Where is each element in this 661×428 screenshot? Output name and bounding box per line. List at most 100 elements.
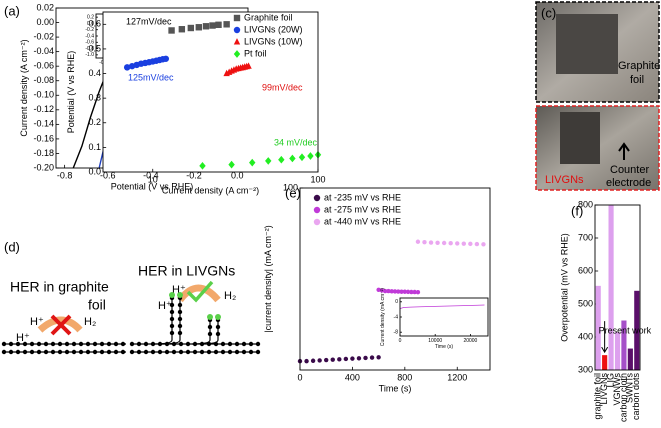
atom bbox=[92, 349, 98, 355]
atom bbox=[215, 331, 221, 337]
atom bbox=[50, 341, 56, 347]
point bbox=[168, 27, 175, 34]
atom bbox=[169, 323, 175, 329]
x-tick-label: 20000 bbox=[463, 338, 477, 344]
atom bbox=[192, 349, 198, 355]
legend-swatch bbox=[313, 218, 321, 226]
y-tick-label: 300 bbox=[578, 364, 593, 374]
y-tick-label: -0.20 bbox=[33, 162, 54, 172]
edge-sheet bbox=[199, 320, 219, 345]
atom bbox=[169, 309, 175, 315]
atom bbox=[207, 331, 213, 337]
point bbox=[396, 289, 401, 294]
panel-label: (d) bbox=[4, 239, 20, 254]
y-tick-label: -8 bbox=[394, 330, 399, 336]
atom bbox=[99, 349, 105, 355]
species-label: H₂ bbox=[84, 316, 96, 328]
edge-site bbox=[207, 314, 213, 320]
photo-label: electrode bbox=[606, 177, 651, 189]
photo-label: Counter bbox=[610, 164, 649, 176]
point bbox=[317, 358, 322, 363]
legend-swatch bbox=[313, 194, 321, 202]
bar bbox=[614, 332, 621, 370]
y-tick-label: 400 bbox=[578, 331, 593, 341]
atom bbox=[64, 341, 70, 347]
atom bbox=[177, 309, 183, 315]
legend-label: LIVGNs (20W) bbox=[244, 24, 303, 34]
legend-label: at -235 mV vs RHE bbox=[324, 192, 401, 202]
y-tick-label: -0.04 bbox=[33, 46, 54, 56]
series-line bbox=[399, 304, 485, 310]
atom bbox=[50, 349, 56, 355]
graphene-layers bbox=[1, 292, 261, 355]
atom bbox=[71, 341, 77, 347]
atom bbox=[129, 341, 135, 347]
point bbox=[428, 240, 434, 245]
diagram-title: HER in LIVGNs bbox=[138, 263, 235, 279]
axes-frame bbox=[399, 297, 489, 337]
point bbox=[441, 240, 447, 246]
legend-label: at -275 mV vs RHE bbox=[324, 204, 401, 214]
atom bbox=[57, 341, 63, 347]
atom bbox=[29, 349, 35, 355]
point bbox=[223, 21, 230, 28]
y-tick-label: -0.6 bbox=[85, 40, 94, 46]
point bbox=[123, 64, 131, 71]
legend-swatch bbox=[233, 38, 241, 45]
atom bbox=[22, 341, 28, 347]
point bbox=[363, 355, 368, 361]
atom bbox=[106, 349, 112, 355]
legend-swatch bbox=[233, 14, 241, 22]
panel-label: (c) bbox=[541, 5, 556, 20]
legend-label: Graphite foil bbox=[244, 12, 293, 22]
y-axis-label: Current density (mA cm⁻²) bbox=[380, 288, 386, 347]
atom bbox=[78, 349, 84, 355]
point bbox=[376, 355, 381, 360]
x-tick-label: 10 bbox=[148, 174, 158, 184]
point bbox=[265, 157, 272, 165]
atom bbox=[248, 349, 254, 355]
x-tick-label: carbon dots bbox=[631, 373, 641, 421]
point bbox=[481, 242, 486, 247]
point bbox=[350, 356, 355, 361]
atom bbox=[99, 341, 105, 347]
x-tick-label: 100 bbox=[310, 174, 325, 184]
atom bbox=[220, 341, 226, 347]
point bbox=[187, 24, 195, 32]
y-tick-label: -0.16 bbox=[33, 133, 54, 143]
y-tick-label: 0.1 bbox=[88, 142, 101, 152]
legend-label: at -440 mV vs RHE bbox=[324, 216, 401, 226]
atom bbox=[1, 349, 7, 355]
y-tick-label: 500 bbox=[578, 298, 593, 308]
point bbox=[415, 239, 421, 244]
point bbox=[376, 287, 381, 292]
atom bbox=[177, 316, 183, 322]
point bbox=[337, 357, 342, 362]
atom bbox=[177, 302, 183, 308]
y-tick-label: 0 bbox=[395, 299, 398, 305]
y-axis-label: |current density| (mA cm⁻²) bbox=[263, 225, 273, 332]
annotation-arrow bbox=[601, 321, 609, 354]
y-tick-label: 0.2 bbox=[87, 14, 94, 20]
x-tick-label: -0.6 bbox=[100, 170, 116, 180]
point bbox=[289, 154, 296, 163]
edge-site bbox=[169, 292, 175, 298]
point bbox=[409, 289, 414, 295]
atom bbox=[57, 349, 63, 355]
x-tick-label: 10000 bbox=[428, 338, 442, 344]
point bbox=[422, 239, 427, 245]
atom bbox=[136, 341, 142, 347]
x-axis-label: Time (s) bbox=[435, 344, 453, 350]
point bbox=[330, 357, 335, 362]
atom bbox=[85, 341, 91, 347]
x-tick-label: 0.0 bbox=[231, 170, 244, 180]
point bbox=[399, 289, 404, 294]
atom bbox=[15, 341, 21, 347]
foil-sample bbox=[556, 14, 618, 74]
annotation: Present work bbox=[599, 326, 652, 336]
point bbox=[369, 355, 375, 360]
point bbox=[304, 358, 309, 364]
y-tick-label: -0.18 bbox=[33, 148, 54, 158]
point bbox=[162, 55, 170, 62]
